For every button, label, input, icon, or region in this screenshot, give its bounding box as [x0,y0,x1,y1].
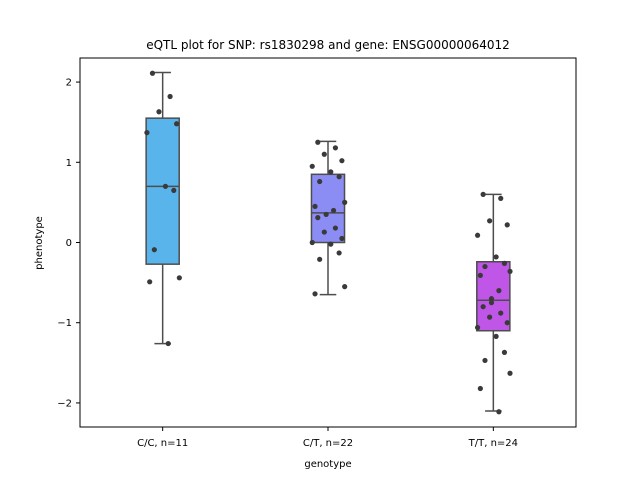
y-tick-label: 2 [66,78,72,89]
data-point [321,151,327,157]
data-point [309,163,315,169]
data-point [480,191,486,197]
y-tick-label: 1 [66,158,72,169]
data-point [480,304,486,310]
x-axis-label: genotype [304,459,351,470]
data-point [342,199,348,205]
data-point [156,109,162,115]
data-point [339,158,345,164]
data-point [474,324,481,331]
data-point [474,232,481,238]
plot-area: 2 1 0 −1 −2 C/C, n=11 C/T, n=22 T/T, n=24 [57,57,577,449]
data-point [477,272,483,278]
data-point [477,385,483,392]
data-point [147,279,153,285]
box-iqr [310,173,346,244]
x-tick-label: T/T, n=24 [468,438,518,449]
data-point [317,256,323,262]
data-point [336,174,342,180]
data-point [167,93,173,100]
data-point [482,357,488,364]
data-point [498,310,504,316]
data-point [315,215,321,221]
data-point [501,260,508,266]
data-point [482,263,488,270]
data-point [504,222,510,228]
y-axis-label: phenotype [34,216,45,270]
data-point [507,268,513,274]
data-point [330,207,337,214]
data-point [493,333,499,339]
data-point [496,409,502,415]
data-point [323,211,329,218]
data-point [342,284,348,290]
data-point [493,254,499,260]
data-point [151,247,157,253]
x-tick-label: C/T, n=22 [303,438,353,449]
data-point [328,241,334,247]
data-point [496,288,502,294]
data-point [309,239,315,246]
data-point [487,218,493,224]
box-iqr [476,261,511,332]
data-point [162,183,169,189]
data-point [501,349,508,355]
data-point [321,229,327,235]
data-point [504,320,510,326]
y-tick-label: 0 [66,238,72,249]
data-point [317,178,323,185]
data-point [312,203,318,210]
data-point [488,296,495,302]
data-point [339,235,345,242]
data-point [176,275,182,281]
y-tick-label: −2 [57,398,72,409]
y-tick-label: −1 [57,318,72,329]
data-point [332,145,339,151]
data-point [498,195,504,201]
data-point [171,187,177,193]
data-point [165,340,171,347]
data-point [487,314,493,320]
data-point [507,370,513,376]
data-point [488,300,495,306]
data-point [336,250,342,256]
chart-title: eQTL plot for SNP: rs1830298 and gene: E… [146,38,510,52]
data-point [312,291,318,297]
data-point [315,139,321,145]
x-tick-label: C/C, n=11 [137,438,188,449]
data-point [332,225,339,231]
data-point [144,130,150,136]
data-point [173,121,180,127]
data-point [149,70,156,76]
data-point [328,169,334,175]
